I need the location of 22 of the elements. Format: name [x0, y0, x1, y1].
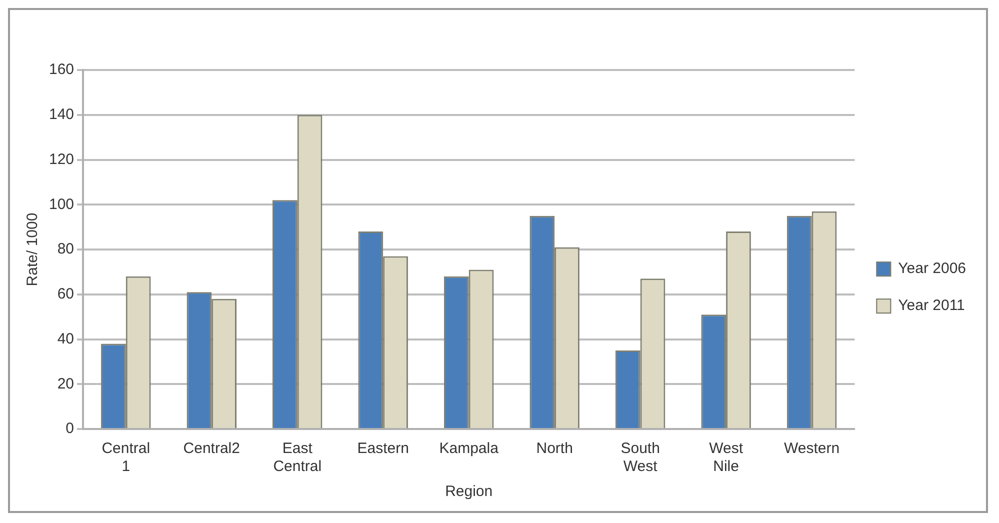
x-tick-label: East Central	[273, 440, 322, 476]
x-tick-label: South West	[620, 440, 660, 476]
y-tick-label: 40	[57, 330, 74, 348]
x-tick-label: Western	[784, 440, 840, 458]
y-tick-label: 80	[57, 240, 74, 258]
x-tick-label: Eastern	[357, 440, 409, 458]
y-tick-label: 100	[48, 196, 74, 213]
x-tick-label: North	[536, 440, 573, 458]
y-tick-label: 120	[48, 150, 74, 168]
y-tick-label: 20	[57, 375, 74, 392]
legend-label: Year 2011	[898, 297, 965, 314]
y-tick-label: 0	[66, 420, 74, 438]
x-tick-label: West Nile	[709, 440, 744, 476]
legend-label: Year 2006	[898, 260, 966, 278]
x-axis-title: Region	[445, 483, 493, 500]
y-tick-label: 60	[57, 286, 74, 303]
x-tick-label: Central2	[183, 440, 240, 458]
x-tick-label: Kampala	[439, 440, 500, 458]
y-tick-label: 160	[48, 61, 74, 78]
y-axis-title: Rate/ 1000	[24, 212, 42, 286]
x-tick-label: Central 1	[102, 440, 150, 476]
y-tick-label: 140	[48, 106, 74, 124]
